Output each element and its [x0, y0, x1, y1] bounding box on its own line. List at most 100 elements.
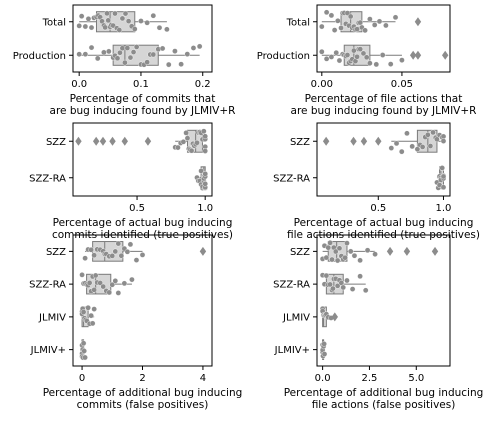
- x-tick-label: 1.0: [197, 203, 213, 214]
- swarm-point: [427, 143, 434, 149]
- swarm-point: [340, 284, 347, 291]
- swarm-point: [425, 132, 431, 138]
- y-tick-label: Total: [42, 17, 66, 28]
- swarm-point: [323, 56, 330, 62]
- swarm-point: [393, 140, 400, 147]
- swarm-point: [80, 309, 87, 315]
- x-tick-label: 0.5: [370, 203, 386, 214]
- outlier-marker: [199, 246, 207, 256]
- swarm-point: [144, 59, 150, 65]
- swarm-point: [434, 136, 440, 143]
- swarm-point: [336, 57, 343, 64]
- swarm-point: [78, 13, 85, 19]
- swarm-point: [129, 276, 135, 283]
- x-tick-label: 0.5: [129, 203, 145, 214]
- swarm-point: [198, 168, 204, 174]
- swarm-point: [190, 45, 197, 51]
- swarm-point: [440, 133, 447, 140]
- swarm-point: [172, 48, 178, 54]
- chart-panel-6: SZZ SZZ-RA JLMIV JLMIV+ 0.0 2.5 5.0 Percentage …: [273, 234, 483, 411]
- swarm-point: [165, 61, 172, 68]
- swarm-point: [372, 251, 378, 257]
- y-tick-label: SZZ: [290, 247, 310, 258]
- swarm-point: [344, 240, 350, 246]
- swarm-point: [430, 129, 436, 136]
- y-tick-label: JLMIV: [282, 312, 310, 323]
- chart-panel-3: SZZ SZZ-RA 0.5 1.0 Percentage of actual bug …: [29, 122, 233, 241]
- y-tick-label: Total: [286, 17, 310, 28]
- outlier-marker: [375, 136, 382, 146]
- swarm-point: [104, 10, 110, 17]
- swarm-point: [388, 145, 395, 151]
- y-tick-label: JLMIV: [38, 312, 66, 323]
- x-tick-label: 2.5: [361, 373, 377, 384]
- x-axis-label: Percentage of additional bug inducing: [43, 387, 243, 399]
- swarm-point: [367, 60, 373, 66]
- swarm-point: [82, 51, 89, 57]
- swarm-point: [336, 245, 343, 252]
- swarm-point: [399, 57, 405, 63]
- swarm-point: [338, 25, 344, 31]
- chart-panel-1: Total Production 0.0 0.1 0.2 Percentage of co…: [13, 4, 235, 117]
- swarm-point: [321, 341, 327, 347]
- swarm-point: [330, 285, 336, 292]
- swarm-point: [82, 354, 88, 361]
- swarm-point: [202, 148, 208, 154]
- swarm-point: [419, 144, 426, 150]
- swarm-point: [100, 283, 107, 290]
- x-tick-label: 0.05: [391, 79, 413, 90]
- swarm-point: [76, 51, 82, 58]
- swarm-point: [106, 289, 113, 296]
- swarm-point: [440, 184, 447, 191]
- swarm-point: [373, 61, 380, 68]
- swarm-point: [86, 280, 93, 286]
- outlier-marker: [322, 136, 330, 146]
- swarm-point: [81, 348, 87, 354]
- swarm-point: [367, 16, 373, 22]
- swarm-point: [139, 252, 146, 258]
- outlier-marker: [109, 136, 116, 146]
- outlier-marker: [350, 136, 357, 146]
- swarm-point: [94, 55, 101, 62]
- swarm-point: [440, 173, 447, 180]
- x-tick-label: 0: [79, 373, 85, 384]
- outlier-marker: [92, 136, 100, 146]
- swarm-point: [321, 351, 328, 357]
- swarm-point: [112, 10, 118, 17]
- swarm-point: [112, 248, 119, 255]
- y-tick-label: SZZ-RA: [29, 173, 66, 184]
- swarm-point: [335, 18, 341, 24]
- swarm-point: [332, 248, 339, 255]
- swarm-point: [323, 9, 330, 16]
- swarm-point: [106, 48, 112, 55]
- swarm-point: [376, 18, 383, 25]
- x-axis-label: Percentage of file actions that: [305, 93, 463, 105]
- swarm-point: [354, 53, 360, 60]
- swarm-point: [398, 148, 405, 155]
- swarm-point: [363, 54, 370, 61]
- swarm-point: [349, 286, 356, 292]
- chart-panel-5: SZZ SZZ-RA JLMIV JLMIV+ 0 2 4 Percentage of add…: [29, 234, 243, 411]
- swarm-point: [101, 49, 107, 56]
- x-tick-label: 2: [139, 373, 145, 384]
- swarm-point: [92, 272, 99, 279]
- swarm-point: [178, 61, 184, 67]
- outlier-marker: [360, 136, 368, 146]
- swarm-point: [329, 256, 335, 263]
- swarm-point: [323, 272, 330, 279]
- swarm-point: [150, 12, 157, 19]
- swarm-point: [144, 19, 150, 26]
- outlier-marker: [75, 136, 82, 146]
- swarm-point: [354, 26, 360, 32]
- swarm-point: [387, 61, 394, 67]
- x-axis-label: file actions (false positives): [312, 399, 456, 411]
- swarm-point: [127, 241, 134, 248]
- swarm-point: [89, 320, 96, 327]
- swarm-point: [351, 252, 358, 259]
- outlier-marker: [144, 136, 152, 146]
- swarm-point: [202, 181, 208, 187]
- outlier-marker: [431, 246, 439, 256]
- swarm-point: [114, 55, 121, 62]
- plot-frame: [72, 122, 213, 197]
- swarm-point: [364, 247, 371, 254]
